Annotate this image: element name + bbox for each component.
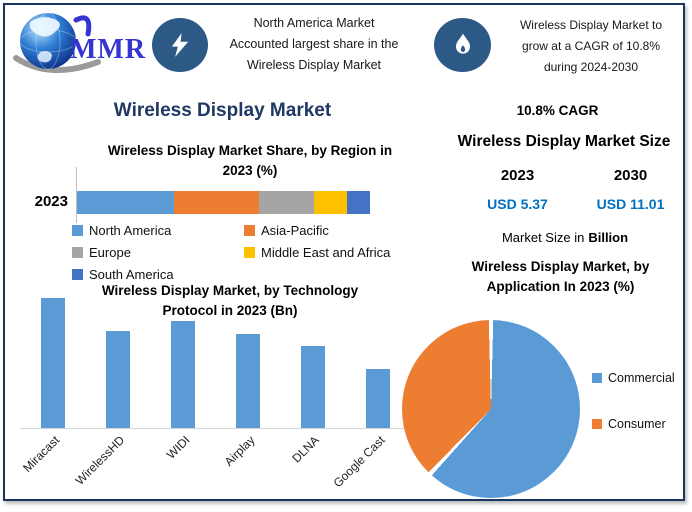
pie-legend-marker-commercial — [592, 372, 602, 383]
tech-bar-label-widi: WIDI — [163, 433, 193, 462]
region-segment-south-america — [346, 191, 370, 214]
tech-bar-miracast — [40, 298, 65, 428]
tech-chart-title-line2: Protocol in 2023 (Bn) — [162, 302, 298, 318]
callout2-line1: Wireless Display Market to — [519, 18, 663, 32]
market-size-note-prefix: Market Size in — [501, 230, 585, 245]
pie-legend-label: Consumer — [608, 416, 666, 431]
tech-bar-slot-dlna: DLNA — [280, 298, 345, 466]
tech-chart-title: Wireless Display Market, by Technology P… — [40, 281, 420, 320]
tech-bar-slot-miracast: Miracast — [20, 298, 85, 475]
region-segment-asia-pacific — [173, 191, 259, 214]
tech-bar-label-google-cast: Google Cast — [330, 433, 388, 491]
market-value-2030: USD 11.01 — [596, 196, 665, 212]
market-size-note-unit: Billion — [588, 230, 629, 245]
application-pie-chart — [402, 320, 580, 498]
header-callout-cagr: Wireless Display Market to grow at a CAG… — [496, 15, 686, 78]
region-segment-europe — [258, 191, 315, 214]
tech-bar-label-miracast: Miracast — [20, 433, 63, 475]
legend-item-europe: Europe — [72, 244, 242, 261]
legend-label: Asia-Pacific — [261, 223, 329, 238]
tech-chart-title-line1: Wireless Display Market, by Technology — [101, 283, 359, 298]
tech-bar-widi — [170, 321, 195, 428]
callout1-line1: North America Market — [253, 16, 375, 30]
legend-item-asia-pacific: Asia-Pacific — [244, 222, 407, 239]
legend-label: North America — [89, 223, 172, 238]
tech-bar-slot-google-cast: Google Cast — [330, 298, 410, 490]
mmr-logo-text: MMR — [70, 34, 147, 65]
region-chart-title-line2: 2023 (%) — [222, 162, 278, 178]
tech-bar-label-airplay: Airplay — [221, 433, 258, 469]
legend-marker-asia-pacific — [244, 225, 255, 236]
region-chart-title: Wireless Display Market Share, by Region… — [40, 141, 460, 180]
lightning-icon — [152, 18, 208, 72]
globe-icon — [13, 12, 101, 73]
callout1-line2: Accounted largest share in the — [229, 37, 399, 51]
legend-item-middle-east-and-africa: Middle East and Africa — [244, 244, 407, 261]
legend-marker-south-america — [72, 269, 83, 280]
market-size-note: Market Size in Billion — [445, 230, 685, 245]
callout2-line3: during 2024-2030 — [543, 60, 639, 74]
region-chart-legend: North America Asia-Pacific Europe Middle Ea… — [72, 222, 407, 283]
pie-chart-title-line2: Application In 2023 (%) — [486, 278, 635, 294]
tech-bar-slot-airplay: Airplay — [215, 298, 280, 469]
region-segment-north-america — [77, 191, 174, 214]
region-chart-axis-line — [76, 167, 77, 223]
legend-label: South America — [89, 267, 174, 282]
legend-label: Europe — [89, 245, 131, 260]
region-stacked-bar — [77, 191, 370, 214]
legend-marker-europe — [72, 247, 83, 258]
legend-item-south-america: South America — [72, 266, 242, 283]
pie-chart-title-line1: Wireless Display Market, by — [471, 259, 650, 274]
legend-label: Middle East and Africa — [261, 245, 391, 260]
market-value-2023: USD 5.37 — [487, 196, 548, 212]
tech-bar-label-wirelesshd: WirelessHD — [72, 433, 128, 488]
tech-bar-wirelesshd — [105, 331, 130, 428]
flame-icon — [434, 18, 491, 72]
pie-chart-title: Wireless Display Market, by Application … — [428, 257, 692, 296]
tech-bar-slot-widi: WIDI — [150, 298, 215, 462]
tech-bar-airplay — [235, 334, 260, 428]
tech-bar-google-cast — [365, 369, 390, 428]
pie-legend-item-commercial: Commercial — [592, 369, 675, 386]
tech-bar-label-dlna: DLNA — [289, 433, 323, 466]
pie-legend-marker-consumer — [592, 418, 602, 429]
tech-bar-slot-wirelesshd: WirelessHD — [73, 298, 150, 488]
legend-item-north-america: North America — [72, 222, 242, 239]
callout2-line2: grow at a CAGR of 10.8% — [521, 39, 661, 53]
cagr-text: 10.8% CAGR — [516, 103, 599, 118]
callout1-line3: Wireless Display Market — [246, 58, 382, 72]
header-callout-north-america: North America Market Accounted largest s… — [206, 13, 422, 76]
market-size-title: Wireless Display Market Size — [457, 133, 671, 150]
tech-bar-dlna — [300, 346, 325, 428]
tech-bar-plot: Miracast WirelessHD WIDI Airplay DLNA Google … — [20, 298, 410, 490]
page-title: Wireless Display Market — [113, 100, 332, 121]
legend-marker-middle-east-and-africa — [244, 247, 255, 258]
region-chart-title-line1: Wireless Display Market Share, by Region… — [107, 143, 393, 158]
region-segment-middle-east-and-africa — [314, 191, 347, 214]
mmr-logo: MMR — [10, 8, 152, 78]
pie-legend-label: Commercial — [608, 370, 675, 385]
region-chart-category-label: 2023 — [34, 193, 68, 210]
legend-marker-north-america — [72, 225, 83, 236]
year-2023-label: 2023 — [500, 167, 535, 184]
year-2030-label: 2030 — [613, 167, 648, 184]
pie-legend-item-consumer: Consumer — [592, 415, 666, 432]
